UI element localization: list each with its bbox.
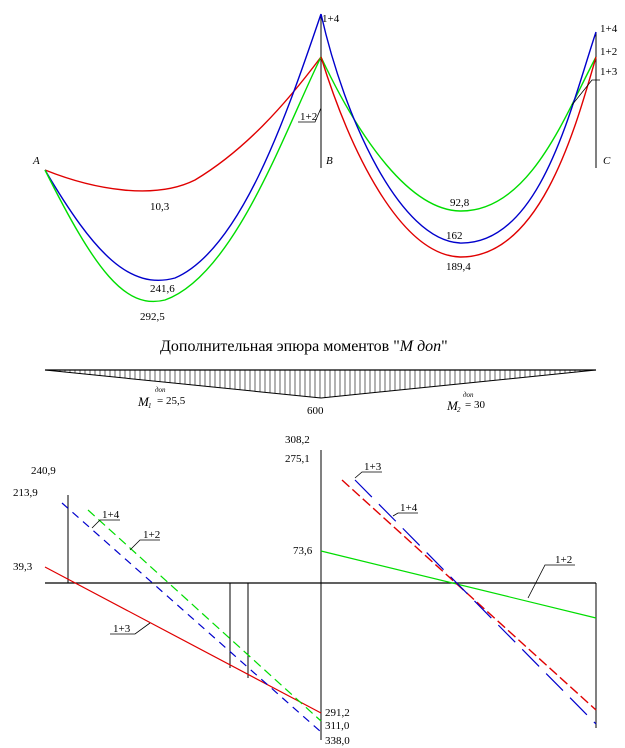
support-b-label: B <box>326 155 333 167</box>
shear-diagram: 240,9 213,9 39,3 308,2 275,1 73,6 291,2 … <box>13 434 597 747</box>
c-combo-13: 1+3 <box>600 66 618 78</box>
additional-title: Дополнительная эпюра моментов "M доп" <box>160 338 448 355</box>
shear-span1-green <box>87 509 322 722</box>
shear-left-v3: 39,3 <box>13 561 33 573</box>
shear-top-v2: 275,1 <box>285 453 310 465</box>
additional-triangle <box>44 369 597 399</box>
b-combo-14: 1+4 <box>322 13 340 25</box>
m2-value: = 30 <box>465 399 485 411</box>
b-combo-12: 1+2 <box>300 111 317 123</box>
leader-left-12 <box>129 539 160 551</box>
shear-bottom-v3: 338,0 <box>325 735 350 747</box>
additional-moment-diagram: Дополнительная эпюра моментов "M доп" M … <box>44 338 597 417</box>
shear-bottom-v2: 311,0 <box>325 720 350 732</box>
span1-red-value: 10,3 <box>150 201 170 213</box>
leader-right-13 <box>354 471 382 479</box>
span1-blue-value: 241,6 <box>150 283 175 295</box>
shear-left-combo-14: 1+4 <box>102 509 120 521</box>
m2-superscript: доп <box>463 391 474 399</box>
curve-span2-red <box>320 56 597 258</box>
span2-blue-value: 162 <box>446 230 463 242</box>
m1-value: = 25,5 <box>157 395 186 407</box>
span2-green-value: 92,8 <box>450 197 470 209</box>
shear-span1-blue <box>61 502 322 733</box>
leader-c-13 <box>571 79 600 106</box>
leader-right-14 <box>392 512 418 517</box>
support-c-label: C <box>603 155 611 167</box>
m2-index: 2 <box>457 406 461 414</box>
shear-span2-red <box>341 479 597 711</box>
additional-hatching <box>49 370 596 398</box>
shear-right-combo-13: 1+3 <box>364 461 382 473</box>
curve-span2-blue <box>320 13 597 244</box>
m1-symbol: M <box>137 394 150 409</box>
m1-index: 1 <box>148 402 152 410</box>
shear-right-combo-14: 1+4 <box>400 502 418 514</box>
shear-span1-red <box>44 566 322 714</box>
curve-span2-green <box>320 56 597 212</box>
leader-left-14 <box>91 519 120 529</box>
leader-right-12 <box>527 564 575 599</box>
shear-left-v1: 240,9 <box>31 465 56 477</box>
shear-right-combo-12: 1+2 <box>555 554 572 566</box>
m1-superscript: доп <box>155 386 166 394</box>
leader-left-13 <box>110 622 151 635</box>
m2-symbol: M <box>446 398 459 413</box>
shear-left-combo-13: 1+3 <box>113 623 131 635</box>
shear-bottom-v1: 291,2 <box>325 707 350 719</box>
c-combo-14: 1+4 <box>600 23 618 35</box>
c-combo-12: 1+2 <box>600 46 617 58</box>
shear-top-v1: 308,2 <box>285 434 310 446</box>
center-value: 600 <box>307 405 324 417</box>
span1-green-value: 292,5 <box>140 311 165 323</box>
support-a-label: A <box>32 155 40 167</box>
curve-span1-green <box>44 56 322 303</box>
shear-mid-v: 73,6 <box>293 545 313 557</box>
moment-envelope: A B C 1+4 1+2 1+4 1+2 1+3 10,3 241,6 292… <box>32 13 618 323</box>
curve-span1-blue <box>44 13 322 281</box>
shear-left-v2: 213,9 <box>13 487 38 499</box>
shear-left-combo-12: 1+2 <box>143 529 160 541</box>
span2-red-value: 189,4 <box>446 261 471 273</box>
curve-span1-red <box>44 56 322 192</box>
shear-span2-blue <box>354 479 597 725</box>
leader-b-12 <box>298 107 322 123</box>
